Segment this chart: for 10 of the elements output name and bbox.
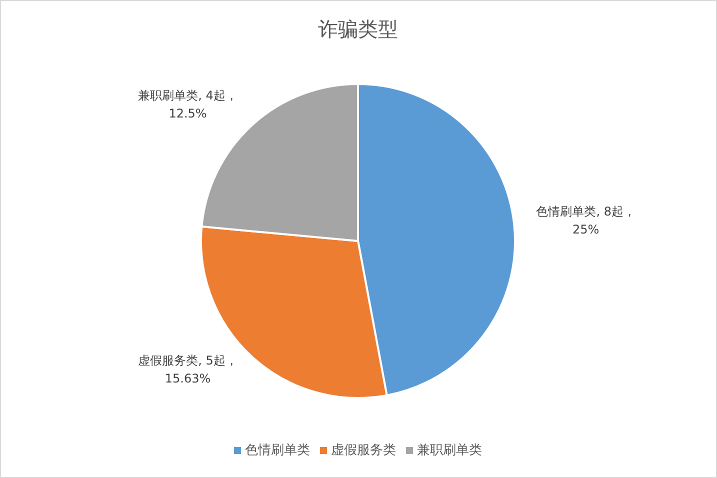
legend-label: 兼职刷单类	[417, 443, 482, 458]
legend-label: 色情刷单类	[245, 443, 310, 458]
text: 25%	[572, 222, 600, 236]
chart-title: 诈骗类型	[318, 17, 398, 41]
text: 15.63%	[164, 371, 211, 386]
category-label: 兼职刷单类, 4起，	[138, 88, 238, 103]
category-label: 虚假服务类, 5起，	[138, 353, 238, 368]
category-label: 色情刷单类, 8起，	[536, 204, 636, 218]
text: 12.5%	[168, 106, 207, 121]
legend-label: 虚假服务类	[331, 443, 396, 458]
